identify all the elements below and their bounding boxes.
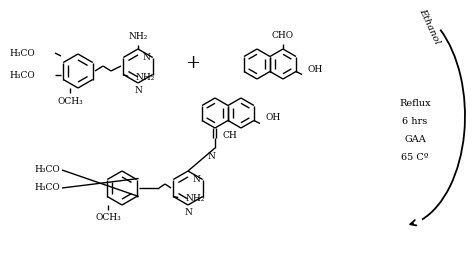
Text: Reflux: Reflux — [399, 98, 431, 108]
Text: N: N — [134, 86, 142, 95]
Text: NH₂: NH₂ — [128, 32, 148, 41]
Text: CHO: CHO — [272, 31, 294, 40]
Text: +: + — [185, 54, 201, 72]
Text: OCH₃: OCH₃ — [95, 213, 121, 222]
Text: CH: CH — [223, 131, 238, 140]
Text: N: N — [143, 53, 151, 62]
Text: H₃CO: H₃CO — [9, 70, 35, 79]
Text: H₃CO: H₃CO — [9, 49, 35, 57]
Text: N: N — [207, 152, 215, 161]
Text: H₃CO: H₃CO — [34, 166, 60, 175]
Text: 6 hrs: 6 hrs — [402, 117, 428, 125]
Text: OCH₃: OCH₃ — [57, 97, 83, 106]
Text: H₃CO: H₃CO — [34, 183, 60, 192]
Text: OH: OH — [266, 114, 281, 122]
Text: GAA: GAA — [404, 134, 426, 144]
Text: NH₂: NH₂ — [185, 194, 205, 203]
Text: N: N — [193, 175, 201, 184]
Text: Ethanol: Ethanol — [418, 7, 442, 46]
Text: N: N — [184, 208, 192, 217]
Text: OH: OH — [308, 64, 323, 73]
Text: 65 Cº: 65 Cº — [401, 153, 429, 162]
Text: NH₂: NH₂ — [135, 73, 155, 82]
